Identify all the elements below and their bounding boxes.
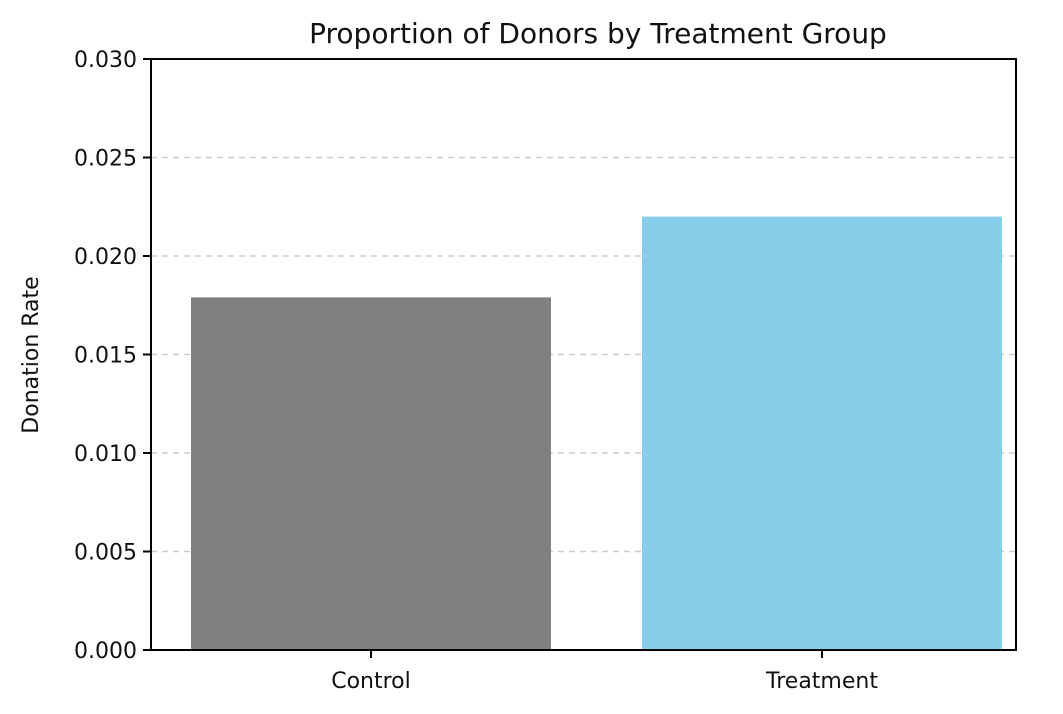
- y-tick-label-5: 0.025: [74, 147, 137, 172]
- ticks: [143, 58, 823, 658]
- y-tick-label-0: 0.000: [74, 639, 137, 664]
- y-tick-label-1: 0.005: [74, 541, 137, 566]
- y-tick-label-2: 0.010: [74, 442, 137, 467]
- y-tick-label-6: 0.030: [74, 48, 137, 73]
- y-tick-label-4: 0.020: [74, 245, 137, 270]
- tick-labels: 0.000 0.005 0.010 0.015 0.020 0.025 0.030 Contr…: [74, 48, 878, 694]
- plot-frame: [150, 58, 1017, 651]
- bar-treatment: [642, 216, 1002, 650]
- x-tick-label-treatment: Treatment: [765, 669, 878, 694]
- chart-title: Proportion of Donors by Treatment Group: [309, 17, 887, 50]
- bars: [191, 216, 1002, 650]
- x-tick-label-control: Control: [331, 669, 411, 694]
- y-axis-label: Donation Rate: [19, 276, 44, 433]
- bar-control: [191, 297, 551, 650]
- y-tick-label-3: 0.015: [74, 344, 137, 369]
